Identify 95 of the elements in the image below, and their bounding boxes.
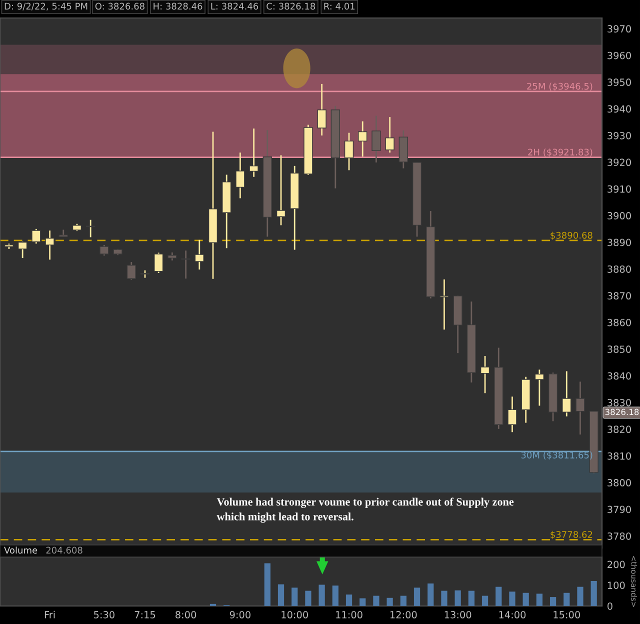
candlestick	[344, 132, 354, 171]
y-tick-label: 3790	[608, 506, 631, 514]
bar	[536, 594, 542, 606]
x-tick-label: 5:30	[94, 611, 114, 618]
bar	[373, 596, 380, 606]
bar	[550, 597, 556, 606]
x-tick-label: Fri	[44, 610, 55, 618]
candlestick	[385, 116, 394, 154]
x-tick-label: 15:00	[554, 611, 580, 618]
y-tick-label: 3830	[608, 398, 631, 406]
text: L: 3824.46	[211, 2, 258, 10]
candlestick	[508, 396, 517, 433]
ref-line-label: 25M ($3946.5)	[527, 82, 592, 91]
y-tick-label: 3960	[608, 52, 631, 60]
bar	[332, 586, 338, 606]
bar	[590, 580, 597, 606]
bar	[318, 584, 325, 606]
candlestick	[249, 128, 258, 178]
candlestick	[534, 368, 544, 406]
bar	[577, 586, 584, 606]
candlestick	[126, 261, 136, 280]
text: R: 4.01	[324, 2, 355, 10]
x-tick-label: 13:00	[444, 611, 472, 618]
x-tick-label: 8:00	[176, 611, 196, 618]
bar	[278, 584, 284, 606]
text: O: 3826.68	[95, 2, 144, 10]
y-tick-label: 200	[608, 560, 625, 568]
candlestick	[480, 355, 490, 394]
candlestick	[562, 370, 572, 418]
bar	[564, 592, 570, 606]
annotation: 3826.18	[605, 408, 639, 416]
y-tick-label: 3920	[608, 158, 631, 166]
candlestick	[194, 239, 204, 270]
bar	[360, 598, 366, 606]
annotation: Volume had stronger voume to prior candle out of Supply zone which might lead to reversal.	[216, 498, 514, 523]
y-tick-label: 3880	[608, 265, 631, 273]
chart-title: Volume	[4, 546, 38, 554]
bar	[292, 588, 298, 606]
bar	[305, 590, 312, 606]
y-tick-label: 3900	[608, 212, 631, 220]
y-tick-label: 100	[608, 582, 625, 589]
bar	[428, 583, 434, 606]
x-tick-label: 11:00	[336, 611, 362, 618]
x-tick-label: 14:00	[499, 611, 526, 618]
chart-subtitle: 204.608	[46, 546, 82, 554]
bar	[522, 592, 529, 606]
candlestick	[45, 230, 54, 260]
bar	[346, 594, 352, 606]
ref-line-label: 30M ($3811.65)	[521, 451, 592, 460]
ref-line-label: $3890.68	[550, 232, 592, 240]
candlestick	[372, 115, 381, 164]
y-tick-label: 3930	[608, 132, 631, 140]
bar	[414, 588, 420, 606]
candlestick	[317, 83, 326, 136]
candlestick	[32, 228, 41, 244]
bar	[454, 590, 461, 606]
x-tick-label: 10:00	[282, 611, 308, 618]
bar	[264, 563, 270, 606]
y-tick-label: 3950	[608, 78, 631, 86]
x-tick-label: 7:15	[134, 611, 156, 618]
text: C: 3826.18	[266, 2, 316, 10]
bar	[496, 586, 502, 606]
bar	[386, 598, 393, 606]
y-tick-label: 3860	[608, 318, 631, 326]
candlestick	[576, 380, 585, 436]
candlestick	[440, 278, 449, 330]
candlestick	[236, 152, 245, 199]
bar	[400, 596, 406, 606]
x-tick-label: 9:00	[230, 611, 250, 618]
y-tick-label: 0	[608, 602, 612, 610]
ref-line-label: 2H ($3921.83)	[528, 148, 592, 157]
y-tick-label: 3870	[608, 292, 631, 300]
candlestick	[18, 241, 28, 259]
candlestick	[154, 252, 164, 274]
y-tick-label: 3970	[608, 25, 631, 33]
y-tick-label: 3850	[608, 346, 631, 353]
y-tick-label: 3800	[608, 479, 631, 486]
candlestick	[100, 244, 109, 256]
text: D: 9/2/22, 5:45 PM	[4, 2, 88, 11]
y-tick-label: 3780	[608, 532, 631, 540]
y-tick-label: 3940	[608, 105, 631, 113]
bar	[509, 592, 516, 606]
bar	[468, 590, 474, 606]
bar	[441, 590, 448, 606]
y-tick-label: 3890	[608, 238, 631, 246]
bar	[482, 596, 488, 606]
candlestick	[358, 120, 368, 158]
y-tick-label: 3810	[608, 452, 631, 460]
text: H: 3828.46	[154, 2, 202, 10]
ref-line-label: $3778.62	[550, 530, 592, 540]
candlestick	[276, 154, 286, 226]
y-tick-label: 3840	[608, 372, 631, 380]
y-tick-label: 3910	[608, 185, 631, 193]
x-tick-label: 12:00	[390, 611, 417, 618]
y-tick-label: 3820	[608, 426, 631, 434]
